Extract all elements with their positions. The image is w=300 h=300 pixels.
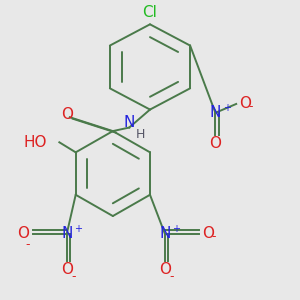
Text: HO: HO bbox=[24, 135, 47, 150]
Text: N: N bbox=[124, 115, 135, 130]
Text: -: - bbox=[211, 230, 215, 243]
Text: -: - bbox=[25, 238, 30, 251]
Text: +: + bbox=[172, 224, 180, 234]
Text: +: + bbox=[223, 103, 231, 113]
Text: N: N bbox=[61, 226, 73, 241]
Text: -: - bbox=[169, 270, 174, 283]
Text: O: O bbox=[239, 97, 251, 112]
Text: N: N bbox=[210, 105, 221, 120]
Text: N: N bbox=[159, 226, 170, 241]
Text: O: O bbox=[209, 136, 221, 152]
Text: -: - bbox=[71, 270, 76, 283]
Text: H: H bbox=[136, 128, 145, 141]
Text: Cl: Cl bbox=[142, 5, 158, 20]
Text: O: O bbox=[18, 226, 30, 241]
Text: +: + bbox=[74, 224, 82, 234]
Text: -: - bbox=[248, 100, 253, 113]
Text: O: O bbox=[61, 262, 73, 277]
Text: O: O bbox=[202, 226, 214, 241]
Text: O: O bbox=[159, 262, 171, 277]
Text: O: O bbox=[61, 107, 73, 122]
